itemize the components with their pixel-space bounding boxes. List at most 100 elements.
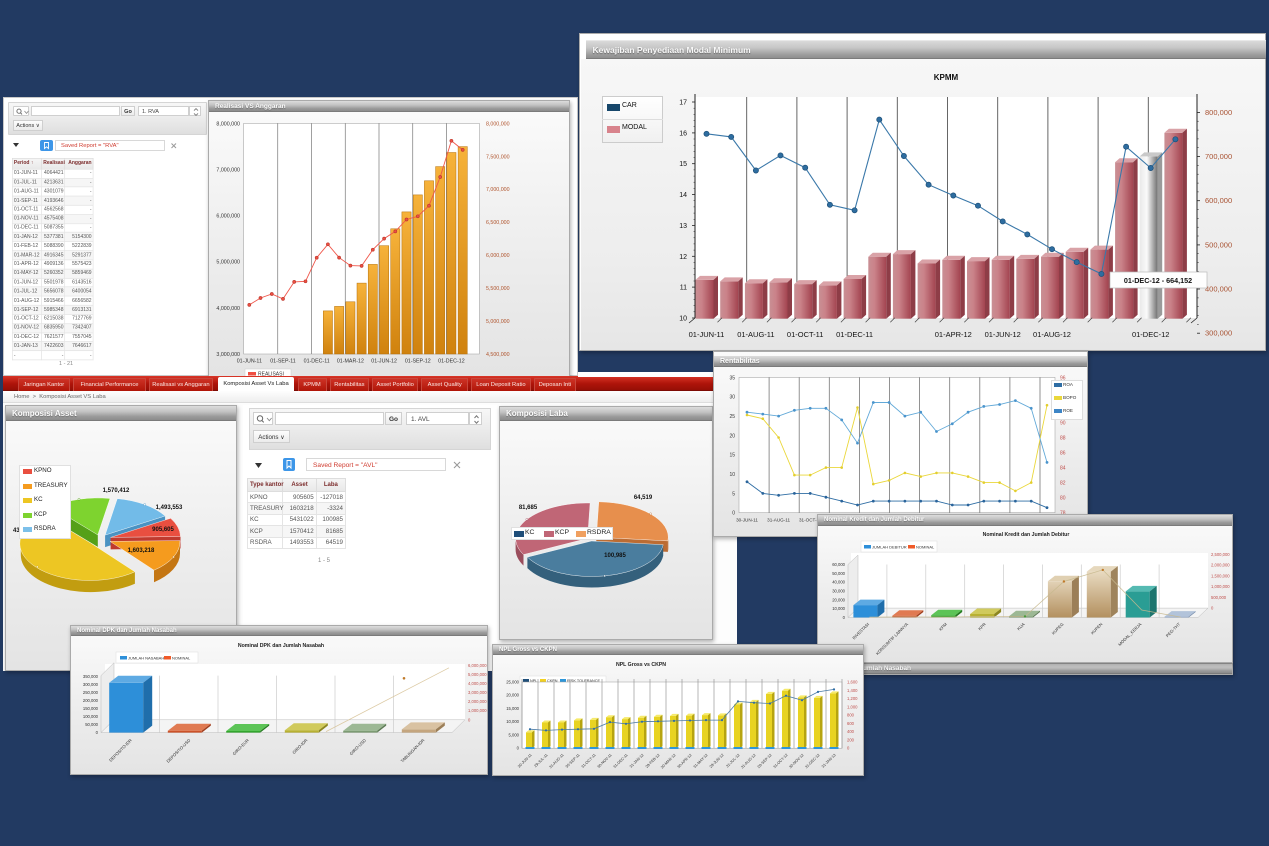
svg-text:400: 400 <box>847 729 855 734</box>
svg-text:0: 0 <box>843 615 846 620</box>
svg-text:15: 15 <box>729 453 735 459</box>
svg-text:KPMM: KPMM <box>934 73 959 82</box>
svg-text:5,000,000: 5,000,000 <box>486 319 510 325</box>
svg-text:01-DEC-12: 01-DEC-12 <box>438 359 465 365</box>
svg-text:30-NOV-11: 30-NOV-11 <box>597 753 613 769</box>
svg-text:PEG-THT: PEG-THT <box>1165 621 1182 638</box>
svg-text:MODAL_KERJA: MODAL_KERJA <box>1117 622 1142 647</box>
svg-text:12: 12 <box>679 254 687 261</box>
svg-text:30-APR-12: 30-APR-12 <box>677 753 693 769</box>
svg-text:NOMINAL: NOMINAL <box>916 545 935 550</box>
svg-text:64,519: 64,519 <box>634 495 653 501</box>
svg-text:1,200: 1,200 <box>847 696 858 701</box>
svg-text:31-AUG-11: 31-AUG-11 <box>548 753 564 769</box>
svg-text:RISK TOLERANCE: RISK TOLERANCE <box>567 679 600 683</box>
svg-text:11: 11 <box>680 285 687 292</box>
svg-text:500,000: 500,000 <box>1205 240 1232 249</box>
svg-text:2,000,000: 2,000,000 <box>468 699 487 704</box>
svg-text:10: 10 <box>679 316 687 323</box>
svg-text:5: 5 <box>732 491 735 497</box>
svg-text:1,493,553: 1,493,553 <box>156 505 183 511</box>
svg-text:1,000,000: 1,000,000 <box>468 708 487 713</box>
svg-text:0: 0 <box>847 746 850 751</box>
svg-text:01-DEC-12 - 664,152: 01-DEC-12 - 664,152 <box>1124 276 1192 285</box>
svg-text:01-SEP-11: 01-SEP-11 <box>270 359 296 365</box>
svg-text:Nominal DPK dan Jumlah Nasabah: Nominal DPK dan Jumlah Nasabah <box>238 643 324 649</box>
svg-text:1,600: 1,600 <box>847 680 858 685</box>
svg-text:1,570,412: 1,570,412 <box>103 488 130 494</box>
svg-text:400,000: 400,000 <box>1205 285 1232 294</box>
svg-text:30-SEP-11: 30-SEP-11 <box>565 753 581 769</box>
svg-text:0: 0 <box>468 717 471 722</box>
svg-text:01-AUG-11: 01-AUG-11 <box>737 330 774 339</box>
svg-text:7,000,000: 7,000,000 <box>216 167 240 173</box>
svg-text:150,000: 150,000 <box>83 706 99 711</box>
svg-text:16: 16 <box>679 130 687 137</box>
svg-text:84: 84 <box>1060 466 1066 472</box>
svg-text:31-AUG-12: 31-AUG-12 <box>740 753 756 769</box>
svg-text:5,000: 5,000 <box>509 733 520 738</box>
svg-text:GIRO-IDR: GIRO-IDR <box>291 738 308 755</box>
svg-text:31-MAY-12: 31-MAY-12 <box>693 753 709 769</box>
svg-text:NPL Gross vs CKPN: NPL Gross vs CKPN <box>616 662 666 668</box>
svg-text:4,500,000: 4,500,000 <box>486 352 510 358</box>
svg-text:500,000: 500,000 <box>1211 595 1227 600</box>
svg-text:NOMINAL: NOMINAL <box>172 656 191 661</box>
svg-text:600,000: 600,000 <box>1205 196 1232 205</box>
svg-text:6,000,000: 6,000,000 <box>468 663 487 668</box>
svg-text:30,000: 30,000 <box>832 589 845 594</box>
svg-text:6,000,000: 6,000,000 <box>486 253 510 259</box>
svg-text:0: 0 <box>96 730 99 735</box>
svg-text:DEPOSITO-IDR: DEPOSITO-IDR <box>108 738 133 763</box>
svg-text:80: 80 <box>1060 496 1066 502</box>
svg-text:31-OCT-11: 31-OCT-11 <box>581 753 597 769</box>
svg-text:17: 17 <box>679 100 687 107</box>
svg-text:29-FEB-12: 29-FEB-12 <box>645 753 661 769</box>
svg-text:10,000: 10,000 <box>506 719 519 724</box>
svg-text:15,000: 15,000 <box>506 706 519 711</box>
svg-text:30-JUN-11: 30-JUN-11 <box>517 753 533 769</box>
svg-text:01-MAR-12: 01-MAR-12 <box>337 359 364 365</box>
svg-text:INVESTASI: INVESTASI <box>851 622 870 641</box>
svg-text:31-DEC-11: 31-DEC-11 <box>613 753 629 769</box>
svg-text:3,000,000: 3,000,000 <box>216 352 240 358</box>
svg-text:REALISASI: REALISASI <box>258 372 284 378</box>
svg-text:01-DEC-12: 01-DEC-12 <box>1132 330 1170 339</box>
svg-text:0: 0 <box>732 511 735 517</box>
svg-text:1,000: 1,000 <box>847 704 858 709</box>
svg-text:7,500,000: 7,500,000 <box>486 154 510 160</box>
svg-text:JUMLAH NASABAH: JUMLAH NASABAH <box>128 656 164 661</box>
svg-text:20,000: 20,000 <box>506 693 519 698</box>
svg-text:4,000,000: 4,000,000 <box>216 306 240 312</box>
svg-text:43: 43 <box>13 528 20 534</box>
svg-text:01-SEP-12: 01-SEP-12 <box>405 359 431 365</box>
svg-text:50,000: 50,000 <box>85 722 98 727</box>
svg-text:30-MAR-12: 30-MAR-12 <box>660 753 677 770</box>
svg-text:CKPN: CKPN <box>547 679 558 683</box>
svg-text:82: 82 <box>1060 481 1066 487</box>
svg-text:13: 13 <box>679 223 687 230</box>
svg-text:TABUNGAN-IDR: TABUNGAN-IDR <box>400 738 426 764</box>
svg-text:3,000,000: 3,000,000 <box>468 690 487 695</box>
svg-text:01-JUN-11: 01-JUN-11 <box>237 359 262 365</box>
svg-text:KONSUMTIF LAINNYA: KONSUMTIF LAINNYA <box>875 622 909 656</box>
svg-text:20,000: 20,000 <box>832 597 845 602</box>
svg-text:600: 600 <box>847 721 855 726</box>
svg-text:100,000: 100,000 <box>83 714 99 719</box>
svg-text:1,500,000: 1,500,000 <box>1211 573 1230 578</box>
svg-text:90: 90 <box>1060 421 1066 427</box>
svg-text:28-SEP-12: 28-SEP-12 <box>757 753 773 769</box>
svg-text:31-JAN-12: 31-JAN-12 <box>629 753 645 769</box>
svg-text:2,500,000: 2,500,000 <box>1211 552 1230 557</box>
svg-text:01-JUN-12: 01-JUN-12 <box>371 359 397 365</box>
svg-text:Nominal Kredit dan Jumlah Debi: Nominal Kredit dan Jumlah Debitur <box>983 532 1070 538</box>
svg-text:31-OCT-12: 31-OCT-12 <box>773 753 789 769</box>
svg-text:2,000,000: 2,000,000 <box>1211 563 1230 568</box>
svg-text:NPL: NPL <box>530 679 537 683</box>
svg-text:35: 35 <box>729 375 735 381</box>
svg-text:5,500,000: 5,500,000 <box>486 286 510 292</box>
svg-text:50,000: 50,000 <box>832 571 845 576</box>
svg-text:30: 30 <box>729 395 735 401</box>
svg-text:GIRO-USD: GIRO-USD <box>349 738 367 756</box>
svg-text:200: 200 <box>847 737 855 742</box>
